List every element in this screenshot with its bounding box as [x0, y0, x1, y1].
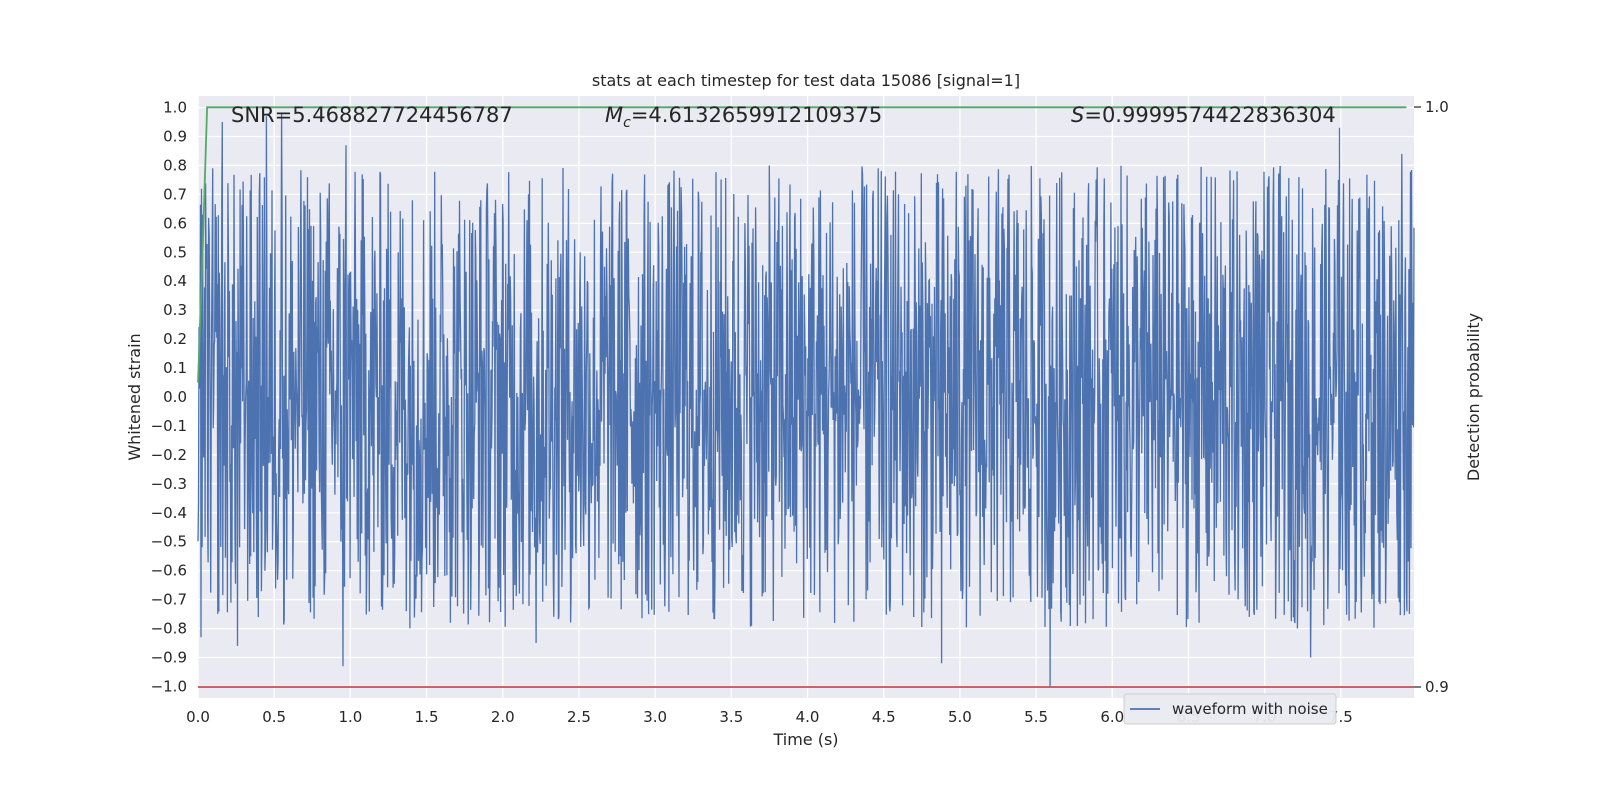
y-tick-label: 0.2 — [163, 330, 187, 348]
x-tick-label: 0.5 — [262, 708, 286, 726]
y-tick-label: −0.1 — [151, 417, 187, 435]
detection-stat-annotation: S=0.9999574422836304 — [1071, 103, 1336, 127]
chirp-mass-annotation: Mc=4.6132659912109375 — [605, 103, 882, 131]
legend: waveform with noise — [1123, 693, 1337, 725]
y-tick-label: 0.4 — [163, 272, 187, 290]
y-tick-label: −0.4 — [151, 504, 187, 522]
y-tick-label: 0.0 — [163, 388, 187, 406]
y-tick-label: 1.0 — [163, 99, 187, 117]
y-tick-label: −0.9 — [151, 648, 187, 666]
x-tick-label: 5.0 — [948, 708, 972, 726]
x-tick-label: 3.0 — [643, 708, 667, 726]
y2-tick-label: 1.0 — [1425, 98, 1449, 116]
y-tick-label: −0.2 — [151, 446, 187, 464]
x-tick-label: 0.0 — [186, 708, 210, 726]
x-tick-label: 6.0 — [1100, 708, 1124, 726]
y2-axis-label: Detection probability — [1464, 313, 1483, 481]
y-tick-label: −0.7 — [151, 591, 187, 609]
series-waveform-with-noise — [197, 113, 1415, 687]
y-tick-label: 0.6 — [163, 214, 187, 232]
y-tick-label: 0.8 — [163, 156, 187, 174]
series-layer — [197, 106, 1415, 688]
x-tick-label: 1.5 — [415, 708, 439, 726]
y-tick-label: 0.5 — [163, 243, 187, 261]
x-tick-label: 4.0 — [796, 708, 820, 726]
y2-tick-label: 0.9 — [1425, 678, 1449, 696]
x-tick-label: 1.0 — [338, 708, 362, 726]
chirp-mass-value: =4.6132659912109375 — [631, 103, 882, 127]
y-tick-label: −1.0 — [151, 677, 187, 695]
y-tick-label: 0.1 — [163, 359, 187, 377]
x-tick-label: 2.5 — [567, 708, 591, 726]
x-tick-label: 4.5 — [872, 708, 896, 726]
x-axis-label: Time (s) — [772, 730, 838, 749]
legend-label-waveform: waveform with noise — [1172, 700, 1328, 718]
y-tick-label: −0.3 — [151, 475, 187, 493]
chirp-mass-subscript: c — [623, 115, 631, 131]
chart-title: stats at each timestep for test data 150… — [592, 71, 1020, 90]
y-tick-label: 0.9 — [163, 128, 187, 146]
y-tick-label: −0.5 — [151, 533, 187, 551]
axes-layer: 0.00.51.01.52.02.53.03.54.04.55.05.56.06… — [151, 98, 1449, 726]
y-tick-label: 0.3 — [163, 301, 187, 319]
legend-box — [1123, 693, 1337, 725]
y-tick-label: −0.6 — [151, 562, 187, 580]
x-tick-label: 5.5 — [1024, 708, 1048, 726]
x-tick-label: 2.0 — [491, 708, 515, 726]
x-tick-label: 3.5 — [719, 708, 743, 726]
y-axis-label: Whitened strain — [125, 333, 144, 460]
detection-stat-value: =0.9999574422836304 — [1084, 103, 1335, 127]
y-tick-label: −0.8 — [151, 620, 187, 638]
y-tick-label: 0.7 — [163, 185, 187, 203]
chirp-mass-symbol: M — [605, 103, 623, 127]
series-detection-probability — [197, 106, 1407, 383]
detection-stat-symbol: S — [1071, 103, 1084, 127]
snr-annotation: SNR=5.468827724456787 — [231, 103, 513, 127]
